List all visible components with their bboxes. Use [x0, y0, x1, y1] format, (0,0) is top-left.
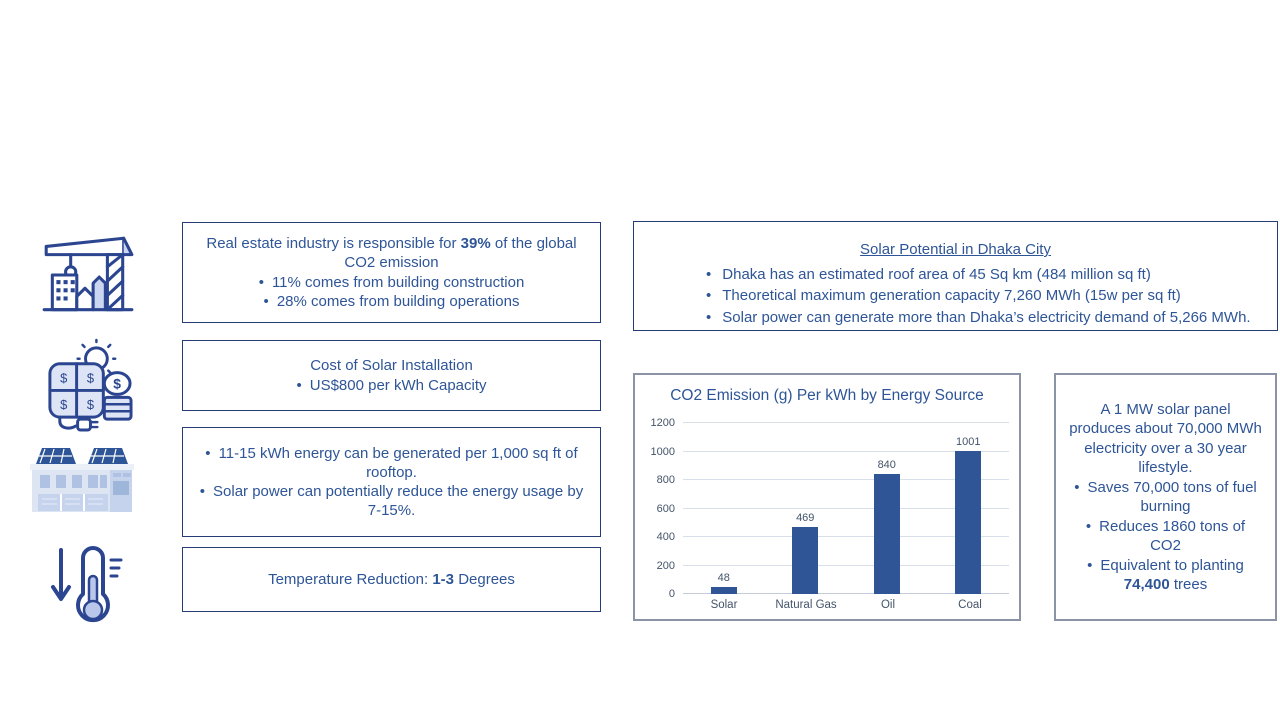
temperature-reduction-icon: [44, 540, 124, 638]
construction-crane-icon: [36, 228, 138, 322]
co2-emission-chart: CO2 Emission (g) Per kWh by Energy Sourc…: [633, 373, 1021, 621]
x-tick-label: Oil: [880, 599, 896, 611]
y-tick-label: 400: [656, 531, 675, 543]
bar-value-label: 1001: [956, 436, 981, 449]
real-estate-bullet-1: 11% comes from building construction: [197, 273, 586, 292]
mw-solar-box: A 1 MW solar panel produces about 70,000…: [1054, 373, 1277, 621]
x-tick-label: Coal: [958, 599, 982, 611]
rooftop-bullet-2: Solar power can potentially reduce the e…: [197, 482, 586, 520]
gridline: [683, 507, 1009, 509]
bar-column-natural-gas: 469: [765, 423, 847, 594]
temperature-box: Temperature Reduction: 1-3 Degrees: [182, 547, 601, 612]
solar-warehouse-icon: [26, 438, 138, 518]
real-estate-box: Real estate industry is responsible for …: [182, 222, 601, 323]
bar-column-solar: 48: [683, 423, 765, 594]
rooftop-box: 11-15 kWh energy can be generated per 1,…: [182, 427, 601, 537]
mw-bullet-2: Reduces 1860 tons of CO2: [1069, 517, 1262, 556]
bar-value-label: 840: [877, 459, 896, 472]
gridline: [683, 479, 1009, 480]
dhaka-bullet-1: Dhaka has an estimated roof area of 45 S…: [648, 265, 1263, 284]
gridline: [683, 450, 1009, 452]
gridline: [683, 564, 1009, 566]
svg-text:$: $: [87, 371, 94, 386]
y-tick-label: 800: [656, 474, 675, 486]
chart-title: CO2 Emission (g) Per kWh by Energy Sourc…: [670, 387, 984, 404]
mw-intro: A 1 MW solar panel produces about 70,000…: [1069, 400, 1262, 477]
y-tick-label: 0: [668, 588, 675, 600]
bar-column-coal: 1001: [928, 423, 1010, 594]
temperature-text: Temperature Reduction: 1-3 Degrees: [268, 570, 515, 588]
bar: [792, 527, 819, 594]
bar: [955, 451, 982, 594]
x-tick-label: Solar: [710, 599, 738, 611]
bar: [873, 474, 900, 594]
bar-column-oil: 840: [846, 423, 928, 594]
chart-y-axis: 0 200 400 600 800 1000 1200: [647, 417, 683, 600]
dhaka-potential-box: Solar Potential in Dhaka City Dhaka has …: [633, 221, 1278, 331]
dhaka-bullet-3: Solar power can generate more than Dhaka…: [648, 308, 1263, 327]
svg-text:$: $: [60, 397, 67, 412]
chart-bars: 48 469 840 1001: [683, 423, 1009, 594]
y-tick-label: 600: [656, 502, 675, 515]
gridline: [683, 422, 1009, 423]
y-tick-label: 200: [656, 559, 675, 572]
dhaka-box-title: Solar Potential in Dhaka City: [860, 241, 1051, 258]
solar-cost-box: Cost of Solar Installation US$800 per kW…: [182, 340, 601, 411]
x-tick-label: Natural Gas: [775, 599, 837, 611]
real-estate-bullet-2: 28% comes from building operations: [197, 292, 586, 311]
mw-bullet-1: Saves 70,000 tons of fuel burning: [1069, 478, 1262, 517]
chart-x-axis: Solar Natural Gas Oil Coal: [683, 599, 1011, 611]
solar-cost-bullet: US$800 per kWh Capacity: [197, 376, 586, 395]
real-estate-heading: Real estate industry is responsible for …: [206, 235, 577, 272]
y-tick-label: 1200: [650, 417, 675, 429]
svg-text:$: $: [60, 371, 67, 386]
rooftop-bullet-1: 11-15 kWh energy can be generated per 1,…: [197, 444, 586, 482]
bar: [710, 587, 737, 594]
svg-text:$: $: [113, 375, 121, 391]
solar-cost-icon: $ $ $ $ $: [40, 336, 134, 434]
mw-bullet-3: Equivalent to planting 74,400 trees: [1069, 556, 1262, 595]
bar-value-label: 48: [717, 572, 730, 585]
solar-cost-heading: Cost of Solar Installation: [310, 357, 473, 375]
gridline: [683, 593, 1009, 594]
chart-plot: 48 469 840 1001: [683, 422, 1009, 594]
gridline: [683, 536, 1009, 537]
y-tick-label: 1000: [650, 445, 675, 458]
bar-value-label: 469: [796, 512, 815, 525]
svg-text:$: $: [87, 397, 94, 412]
chart-plot-region: 0 200 400 600 800 1000 1200 48 469 840 1001: [647, 417, 1011, 600]
dhaka-bullet-2: Theoretical maximum generation capacity …: [648, 286, 1263, 305]
